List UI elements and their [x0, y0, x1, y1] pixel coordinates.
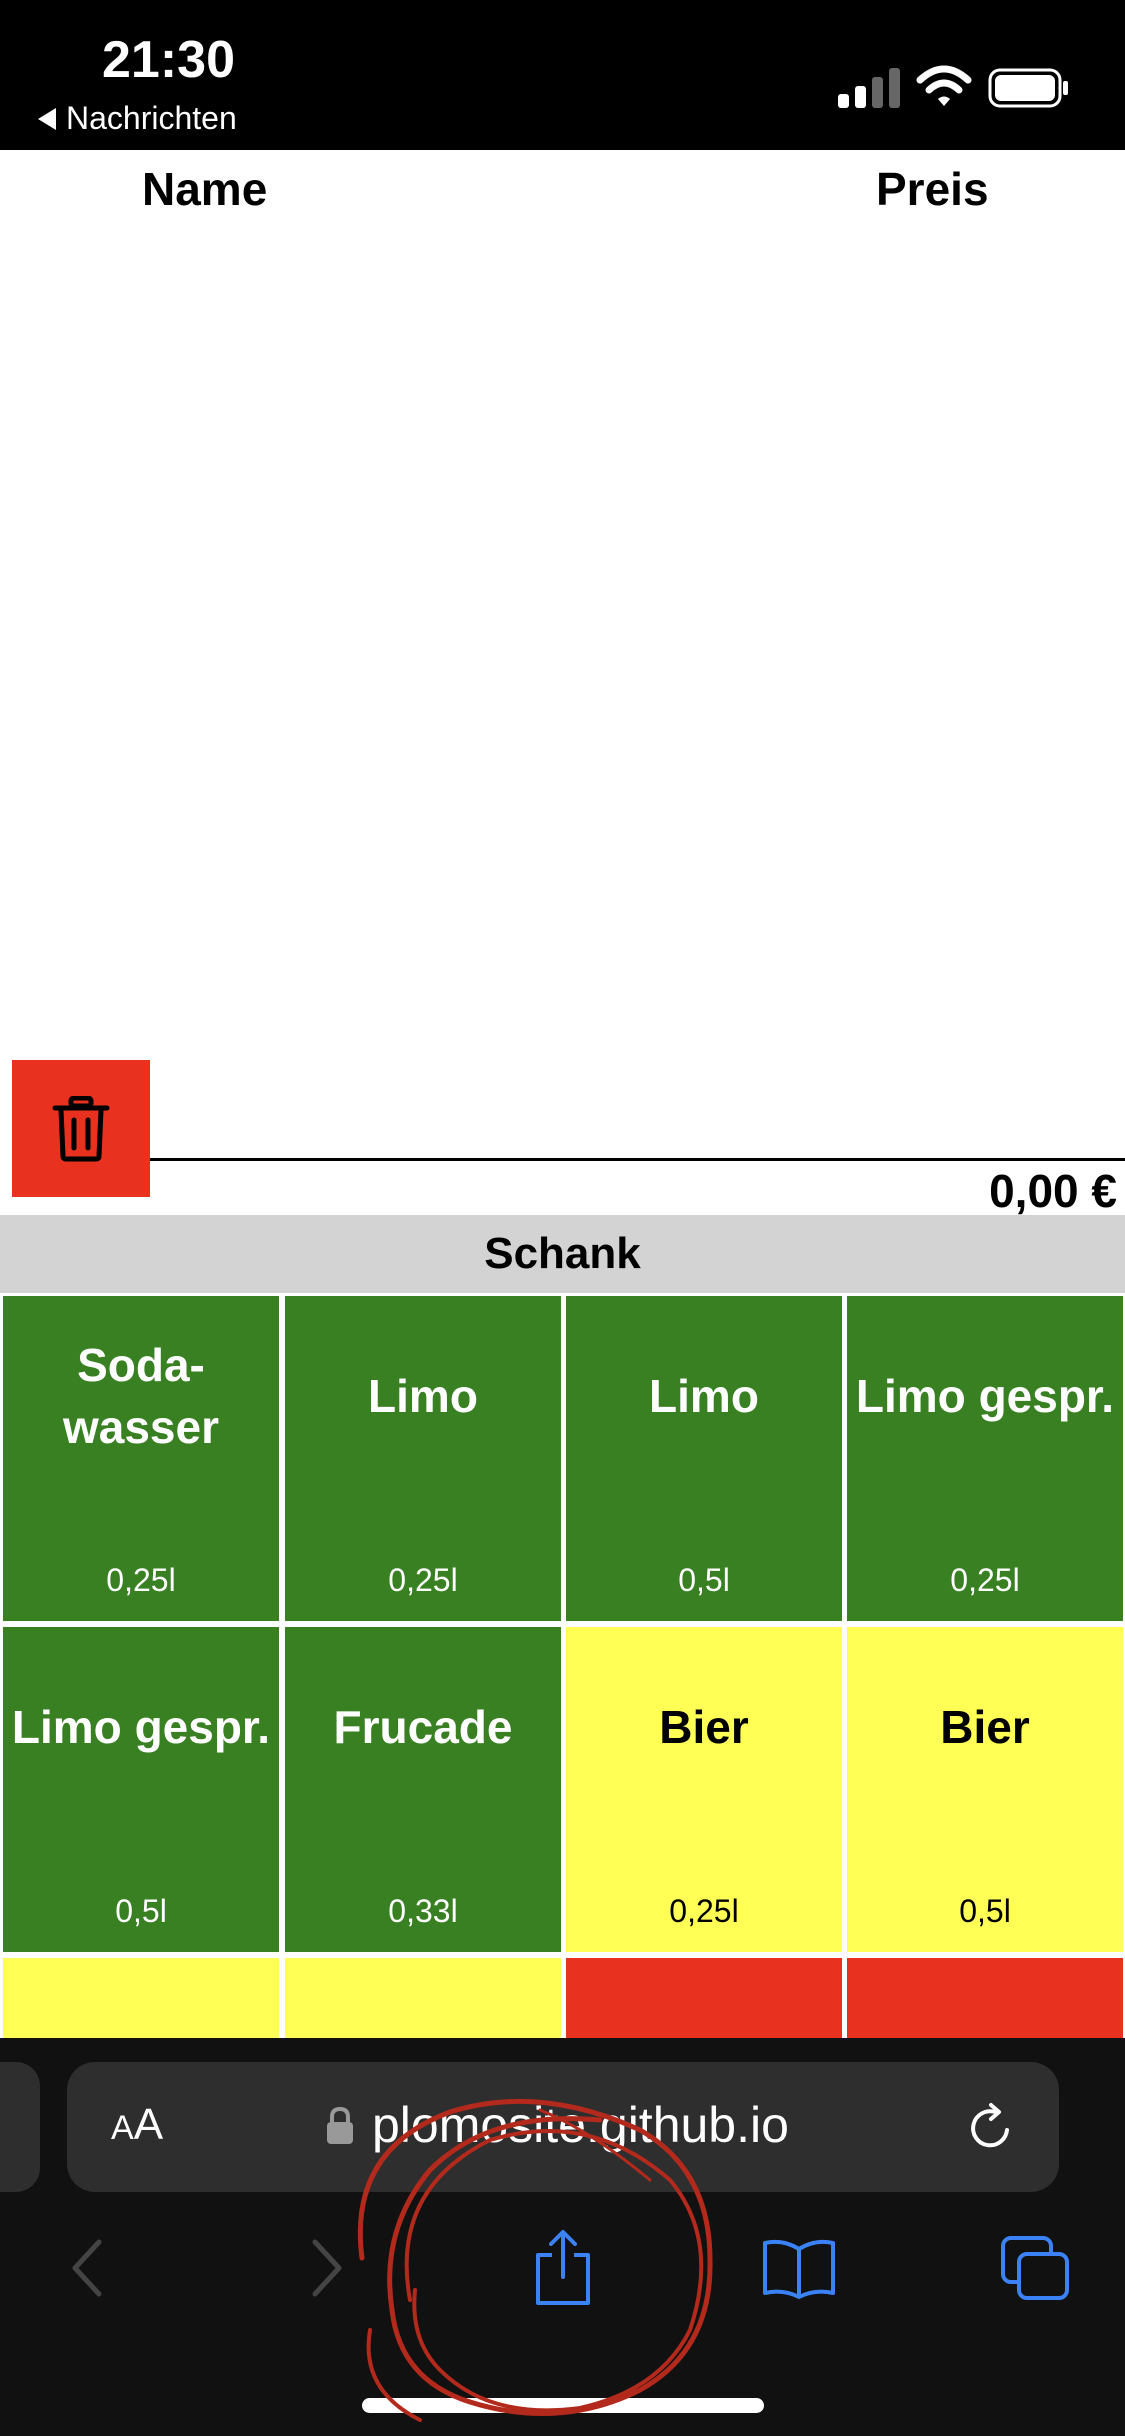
- back-to-app-link[interactable]: Nachrichten: [38, 100, 237, 137]
- home-indicator[interactable]: [362, 2398, 764, 2413]
- aa-small-label: A: [111, 2109, 134, 2147]
- product-tile[interactable]: Frucade 0,33l: [285, 1627, 561, 1952]
- product-tile[interactable]: [847, 1958, 1123, 2038]
- aa-large-label: A: [133, 2100, 164, 2149]
- safari-toolbar: [0, 2218, 1125, 2358]
- category-header[interactable]: Schank: [0, 1215, 1125, 1293]
- address-bar[interactable]: AA plomosite.github.io: [67, 2062, 1059, 2192]
- bookmarks-button[interactable]: [744, 2218, 854, 2318]
- product-size: 0,5l: [959, 1893, 1011, 1929]
- url-text[interactable]: plomosite.github.io: [372, 2097, 789, 2153]
- product-name: Limo gespr.: [855, 1369, 1115, 1422]
- trash-icon: [52, 1095, 110, 1161]
- product-name: [847, 1958, 1123, 2038]
- product-name: [566, 1958, 842, 2038]
- cart-total: 0,00 €: [989, 1165, 1117, 1217]
- product-size: 0,25l: [950, 1562, 1020, 1598]
- reload-icon[interactable]: [965, 2102, 1017, 2154]
- share-button[interactable]: [508, 2218, 618, 2318]
- product-tile[interactable]: [3, 1958, 279, 2038]
- product-size: 0,25l: [388, 1562, 458, 1598]
- back-icon: [72, 2239, 102, 2297]
- lock-icon: [327, 2106, 353, 2144]
- product-name: Limo: [368, 1369, 478, 1422]
- product-tile[interactable]: [566, 1958, 842, 2038]
- product-size: 0,25l: [106, 1562, 176, 1598]
- product-tile[interactable]: Bier 0,25l: [566, 1627, 842, 1952]
- product-tile[interactable]: Limo gespr. 0,5l: [3, 1627, 279, 1952]
- product-name: Soda- wasser: [62, 1338, 219, 1453]
- product-name: [285, 1958, 561, 2038]
- back-triangle-icon: [38, 107, 56, 130]
- product-tile[interactable]: Bier 0,5l: [847, 1627, 1123, 1952]
- forward-icon: [312, 2239, 342, 2297]
- product-tile[interactable]: Limo 0,25l: [285, 1296, 561, 1621]
- cart-table-header: Name Preis: [0, 150, 1125, 230]
- product-name: Bier: [659, 1700, 749, 1753]
- clear-cart-button[interactable]: [12, 1060, 150, 1197]
- product-tile[interactable]: [285, 1958, 561, 2038]
- product-size: 0,5l: [678, 1562, 730, 1598]
- column-header-price: Preis: [876, 163, 989, 215]
- back-app-label: Nachrichten: [66, 100, 237, 136]
- product-name: [3, 1958, 279, 2038]
- status-time: 21:30: [102, 31, 235, 89]
- previous-tab-preview[interactable]: [0, 2062, 40, 2192]
- product-name: Bier: [940, 1700, 1030, 1753]
- tabs-icon: [1001, 2236, 1069, 2300]
- wifi-icon: [916, 65, 972, 106]
- product-name: Limo: [649, 1369, 759, 1422]
- status-bar: 21:30 Nachrichten: [0, 0, 1125, 150]
- battery-icon: [988, 68, 1068, 108]
- total-divider: [150, 1158, 1125, 1161]
- tabs-button[interactable]: [980, 2218, 1090, 2318]
- product-size: 0,25l: [669, 1893, 739, 1929]
- forward-button[interactable]: [272, 2218, 382, 2318]
- product-tile[interactable]: Limo gespr. 0,25l: [847, 1296, 1123, 1621]
- safari-bottom-bar: AA plomosite.github.io: [0, 2038, 1125, 2436]
- column-header-name: Name: [142, 163, 268, 215]
- product-tile[interactable]: Limo 0,5l: [566, 1296, 842, 1621]
- cellular-signal-icon: [838, 68, 900, 108]
- back-button[interactable]: [32, 2218, 142, 2318]
- cart-items-list: [0, 230, 1125, 1060]
- page-settings-button[interactable]: AA: [111, 2100, 163, 2150]
- product-grid: Soda- wasser 0,25l Limo 0,25l Limo 0,5l Limo g…: [0, 1293, 1125, 2038]
- product-name: Frucade: [333, 1700, 513, 1753]
- product-size: 0,33l: [388, 1893, 458, 1929]
- product-tile[interactable]: Soda- wasser 0,25l: [3, 1296, 279, 1621]
- product-name: Limo gespr.: [11, 1700, 271, 1753]
- share-icon: [536, 2230, 590, 2305]
- bookmarks-icon: [763, 2239, 835, 2299]
- product-size: 0,5l: [115, 1893, 167, 1929]
